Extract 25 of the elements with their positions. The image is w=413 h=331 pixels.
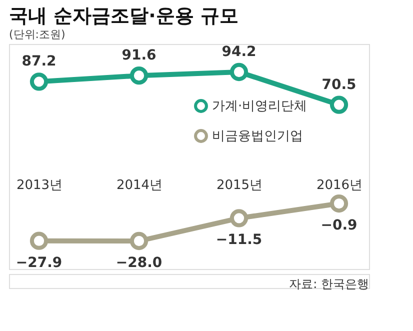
- point: [130, 66, 148, 85]
- chart-subtitle: (단위:조원): [9, 28, 66, 41]
- point: [30, 232, 48, 250]
- data-label: 91.6: [122, 48, 156, 64]
- x-tick-label: 2014년: [116, 178, 163, 193]
- legend-label: 가계·비영리단체: [212, 99, 308, 114]
- data-label: −11.5: [216, 232, 262, 248]
- x-tick-label: 2013년: [16, 178, 63, 193]
- legend-label: 비금융법인기업: [212, 129, 303, 144]
- data-label: 94.2: [222, 44, 256, 60]
- chart-title: 국내 순자금조달·운용 규모: [9, 5, 238, 27]
- point: [330, 96, 348, 114]
- point: [230, 209, 248, 228]
- point: [130, 232, 148, 250]
- x-tick-label: 2016년: [316, 178, 363, 193]
- x-tick-label: 2015년: [216, 178, 263, 193]
- data-label: −0.9: [320, 218, 358, 234]
- point: [30, 72, 48, 91]
- data-label: −27.9: [16, 254, 62, 271]
- data-label: −28.0: [116, 255, 162, 271]
- data-label: 70.5: [322, 76, 356, 93]
- text: 자료: 한국은행: [289, 277, 369, 291]
- point: [330, 194, 348, 213]
- point: [230, 62, 248, 82]
- data-label: 87.2: [22, 54, 56, 70]
